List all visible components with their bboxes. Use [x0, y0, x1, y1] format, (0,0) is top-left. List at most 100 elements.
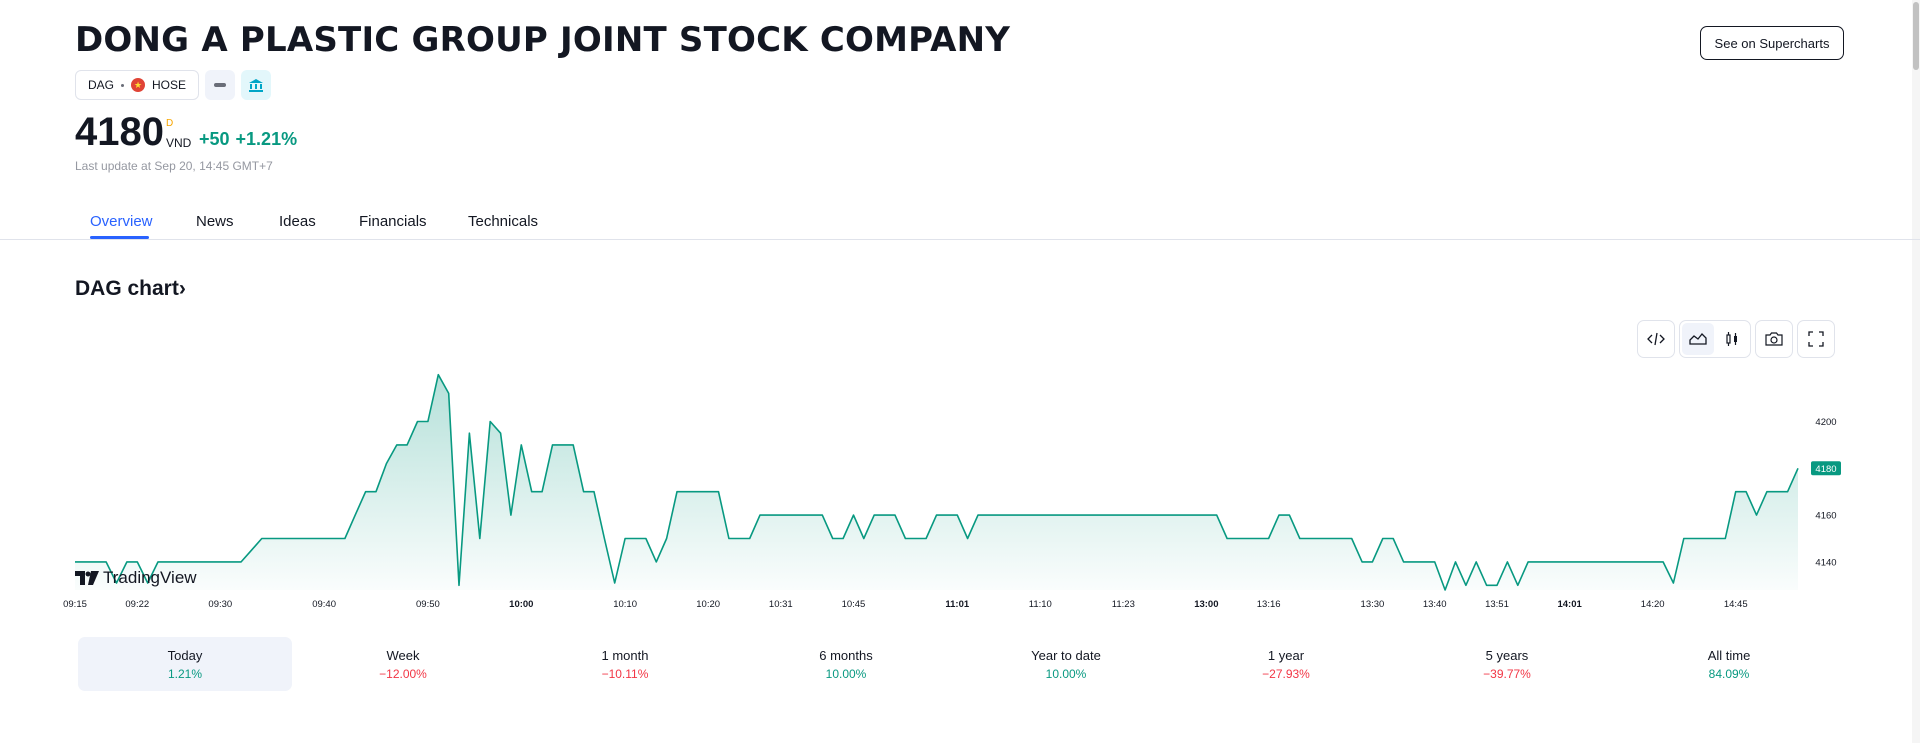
x-tick-label: 13:16 [1257, 599, 1281, 610]
last-update-text: Last update at Sep 20, 14:45 GMT+7 [75, 159, 273, 173]
embed-code-icon [1647, 332, 1665, 346]
last-price: 4180 [75, 110, 164, 154]
period-change: 1.21% [167, 667, 203, 681]
price-chart[interactable]: 09:15 09:22 09:30 09:40 09:50 10:00 10:10 10:20… [0, 340, 1920, 620]
chart-type-group [1679, 320, 1751, 358]
period-button[interactable]: Today 1.21% [78, 637, 292, 691]
period-label: Today [167, 648, 203, 663]
period-button[interactable]: Week −12.00% [296, 637, 510, 691]
symbol-tags: DAG ★ HOSE [75, 70, 272, 100]
minus-icon [214, 83, 227, 87]
period-change: 10.00% [1045, 667, 1087, 681]
price-line [75, 373, 1799, 591]
x-tick-label: 13:30 [1361, 599, 1385, 610]
see-on-supercharts-button[interactable]: See on Supercharts [1700, 26, 1844, 60]
change-percent: +1.21% [235, 129, 298, 149]
period-button[interactable]: 6 months 10.00% [739, 637, 953, 691]
period-change: −12.00% [379, 667, 427, 681]
period-label: Year to date [1031, 648, 1101, 663]
market-status-button[interactable] [205, 70, 236, 100]
price-change: +50 +1.21% [199, 129, 297, 150]
period-change: 84.09% [1708, 667, 1750, 681]
period-change: −27.93% [1262, 667, 1310, 681]
x-tick-label: 11:01 [945, 599, 969, 610]
change-absolute: +50 [198, 129, 230, 149]
chart-heading-text: DAG chart [75, 277, 179, 300]
candles-chart-button[interactable] [1716, 323, 1748, 355]
area-chart-icon [1689, 333, 1707, 345]
period-button[interactable]: 5 years −39.77% [1400, 637, 1614, 691]
y-tick-label: 4140 [1815, 557, 1836, 568]
tab-overview[interactable]: Overview [90, 213, 153, 230]
tab-bar: Overview News Ideas Financials Technical… [0, 210, 1920, 240]
x-tick-label: 09:22 [125, 599, 149, 610]
fullscreen-group [1797, 320, 1835, 358]
period-label: 1 year [1267, 648, 1305, 663]
x-tick-label: 13:40 [1423, 599, 1447, 610]
x-tick-label: 10:31 [769, 599, 793, 610]
embed-code-button[interactable] [1640, 323, 1672, 355]
price-block: 4180 D VND +50 +1.21% [75, 110, 297, 154]
x-tick-label: 09:50 [416, 599, 440, 610]
symbol-ticker: DAG [88, 78, 115, 92]
x-tick-label: 09:30 [208, 599, 232, 610]
period-button[interactable]: All time 84.09% [1622, 637, 1836, 691]
vietnam-flag-icon: ★ [131, 78, 146, 92]
period-change: −10.11% [601, 667, 649, 681]
snapshot-group [1755, 320, 1793, 358]
scrollbar-thumb[interactable] [1913, 2, 1919, 70]
symbol-chip[interactable]: DAG ★ HOSE [75, 70, 200, 100]
y-tick-label: 4160 [1815, 511, 1836, 522]
tab-technicals[interactable]: Technicals [468, 213, 539, 230]
x-tick-label: 13:51 [1485, 599, 1509, 610]
chevron-right-icon: › [178, 277, 186, 300]
camera-icon [1765, 332, 1783, 346]
candles-icon [1726, 332, 1737, 346]
period-label: 5 years [1485, 648, 1529, 663]
x-tick-label: 13:00 [1194, 599, 1218, 610]
period-change: −39.77% [1483, 667, 1531, 681]
fullscreen-button[interactable] [1800, 323, 1832, 355]
period-button[interactable]: Year to date 10.00% [959, 637, 1173, 691]
period-label: 6 months [819, 648, 873, 663]
exchange-name: HOSE [152, 78, 187, 92]
x-tick-label: 09:15 [63, 599, 87, 610]
chart-toolbar [1637, 320, 1835, 358]
currency-label: VND [165, 136, 192, 150]
performance-periods: Today 1.21% Week −12.00% 1 month −10.11% 6 mon… [78, 637, 1768, 691]
y-tick-label: 4200 [1815, 417, 1836, 428]
tradingview-logo-icon [75, 571, 99, 585]
price-meta: D VND [166, 110, 196, 154]
x-tick-label: 14:01 [1557, 599, 1582, 610]
embed-group [1637, 320, 1675, 358]
last-price-label: 4180 [1815, 464, 1836, 475]
page-scrollbar[interactable] [1912, 0, 1920, 743]
tradingview-logo-text: TradingView [103, 568, 197, 587]
period-button[interactable]: 1 year −27.93% [1179, 637, 1393, 691]
x-tick-label: 09:40 [312, 599, 336, 610]
period-button[interactable]: 1 month −10.11% [518, 637, 732, 691]
tab-news[interactable]: News [196, 213, 234, 230]
price-area-fill [75, 374, 1798, 590]
x-tick-label: 11:10 [1029, 599, 1052, 610]
tradingview-logo[interactable]: TradingView [75, 568, 197, 588]
x-tick-label: 14:20 [1641, 599, 1665, 610]
exchange-building-icon [249, 79, 264, 92]
active-tab-indicator [90, 236, 149, 239]
area-chart-button[interactable] [1682, 323, 1714, 355]
tab-financials[interactable]: Financials [359, 213, 427, 230]
period-label: Week [386, 648, 420, 663]
x-tick-label: 14:45 [1724, 599, 1748, 610]
exchange-info-button[interactable] [241, 70, 272, 100]
chart-heading-link[interactable]: DAG chart› [75, 277, 186, 301]
x-tick-label: 10:45 [842, 599, 866, 610]
x-tick-label: 11:23 [1112, 599, 1135, 610]
period-change: 10.00% [825, 667, 867, 681]
tab-ideas[interactable]: Ideas [279, 213, 316, 230]
snapshot-button[interactable] [1758, 323, 1790, 355]
fullscreen-icon [1808, 331, 1824, 347]
x-tick-label: 10:10 [613, 599, 637, 610]
page-title: DONG A PLASTIC GROUP JOINT STOCK COMPANY [75, 20, 1011, 60]
x-tick-label: 10:20 [696, 599, 720, 610]
delayed-flag: D [165, 118, 174, 129]
